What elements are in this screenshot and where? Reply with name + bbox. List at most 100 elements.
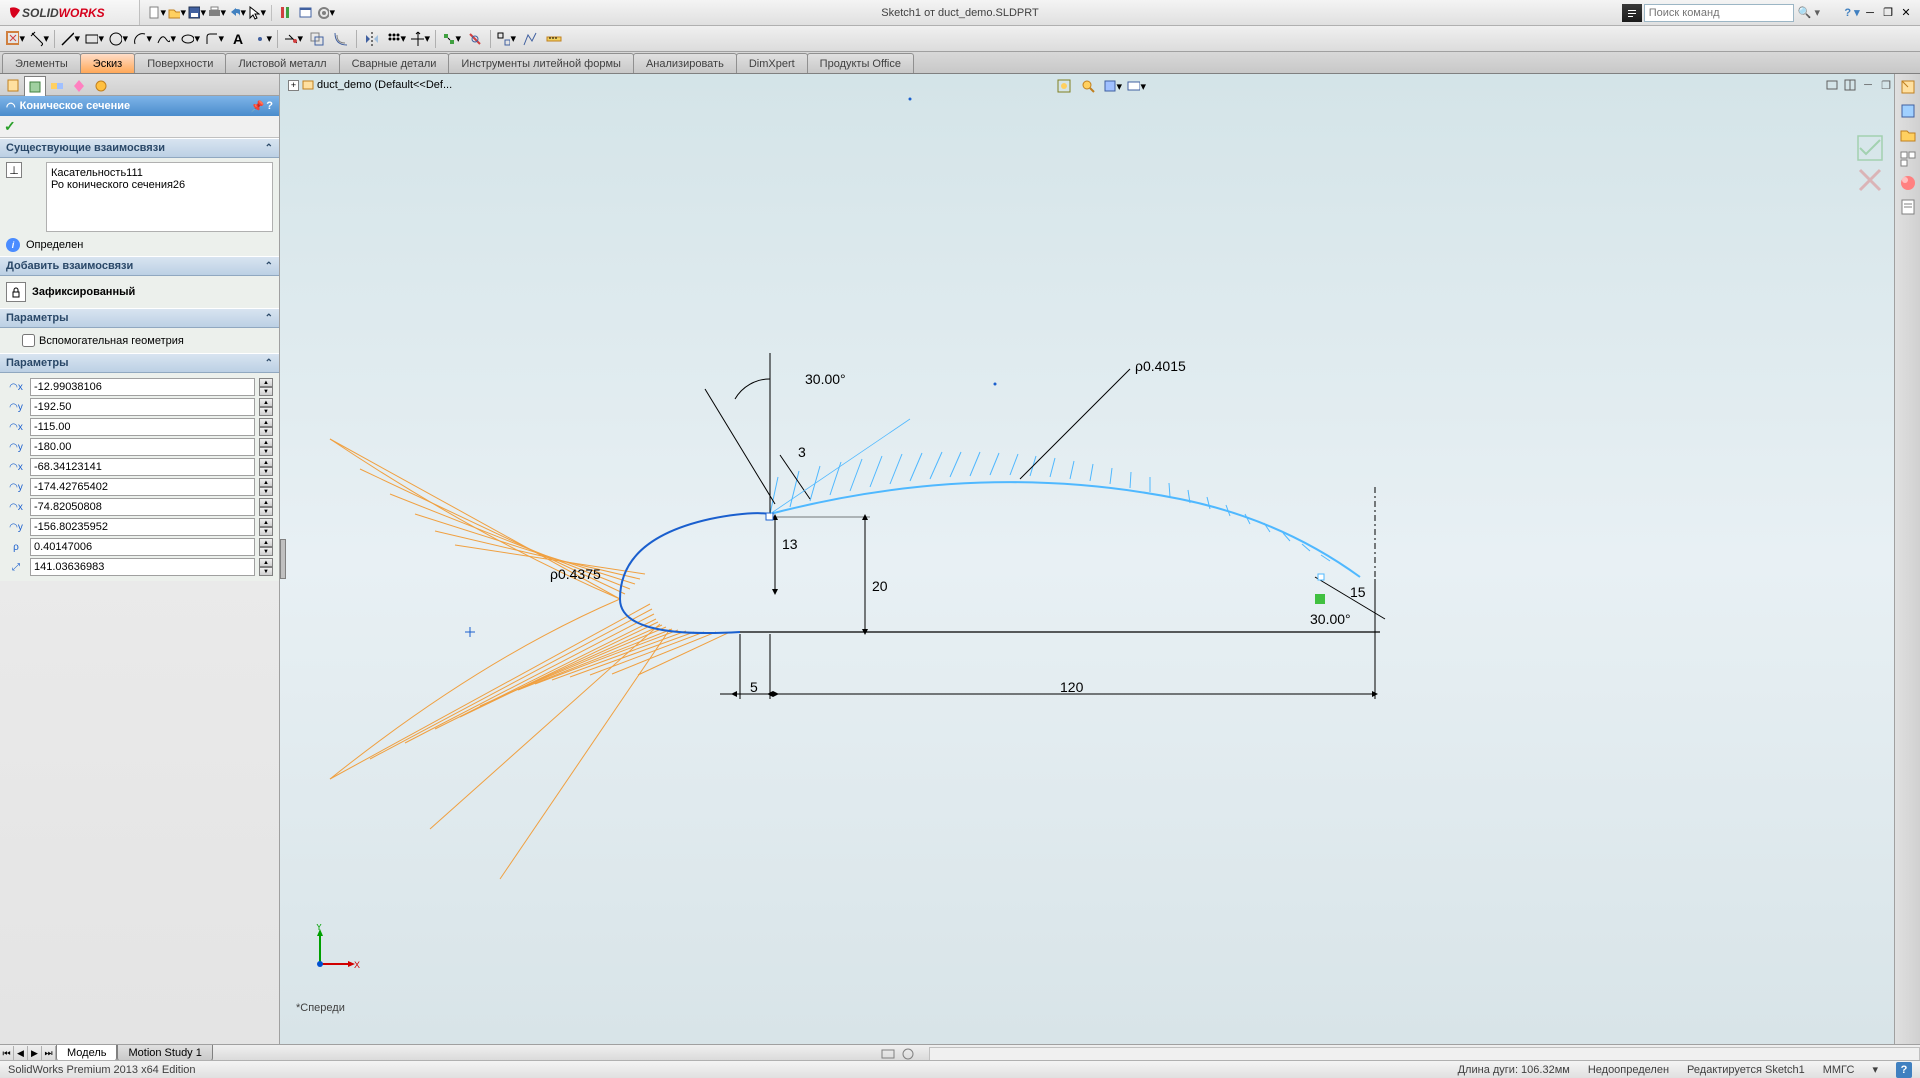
dim-20[interactable]: 20 (872, 578, 888, 594)
dim-angle-top[interactable]: 30.00° (805, 371, 846, 387)
arc-icon[interactable]: ▾ (131, 28, 153, 50)
pattern-icon[interactable]: ▾ (385, 28, 407, 50)
collapse-icon[interactable]: ⌃ (265, 261, 273, 272)
status-units[interactable]: ММГС (1823, 1064, 1855, 1076)
feature-tab[interactable]: Эскиз (80, 53, 135, 73)
ellipse-icon[interactable]: ▾ (179, 28, 201, 50)
relation-item[interactable]: Ро конического сечения26 (51, 179, 268, 191)
relation-item[interactable]: Касательность111 (51, 167, 268, 179)
collapse-icon[interactable]: ⌃ (265, 358, 273, 369)
feature-tab[interactable]: Сварные детали (339, 53, 450, 73)
save-icon[interactable]: ▾ (188, 4, 206, 22)
spin-up-icon[interactable]: ▲ (259, 418, 273, 427)
graphics-viewport[interactable]: + duct_demo (Default<<Def... ▾ ▾ ─ ❐ ✕ (280, 74, 1920, 1044)
undo-icon[interactable]: ▾ (228, 4, 246, 22)
pm-params2-header[interactable]: Параметры ⌃ (0, 353, 279, 373)
bt-icon-2[interactable] (901, 1047, 915, 1061)
spin-up-icon[interactable]: ▲ (259, 498, 273, 507)
convert-icon[interactable] (306, 28, 328, 50)
rebuild-icon[interactable] (277, 4, 295, 22)
pm-help-icon[interactable]: ? (266, 100, 273, 113)
pm-add-relations-header[interactable]: Добавить взаимосвязи ⌃ (0, 256, 279, 276)
fixed-relation-row[interactable]: Зафиксированный (6, 280, 273, 304)
point-icon[interactable]: ▾ (251, 28, 273, 50)
pm-ok-icon[interactable]: ✓ (4, 118, 16, 135)
dim-13[interactable]: 13 (782, 536, 798, 552)
param-input[interactable] (30, 478, 255, 496)
spin-up-icon[interactable]: ▲ (259, 378, 273, 387)
spin-up-icon[interactable]: ▲ (259, 538, 273, 547)
param-input[interactable] (30, 378, 255, 396)
sketch-curve-left-top[interactable] (620, 513, 770, 599)
dim-120[interactable]: 120 (1060, 679, 1084, 695)
status-dropdown-icon[interactable]: ▾ (1872, 1063, 1878, 1076)
print-icon[interactable]: ▾ (208, 4, 226, 22)
panel-splitter[interactable] (280, 74, 286, 1044)
repair-icon[interactable] (464, 28, 486, 50)
offset-icon[interactable] (330, 28, 352, 50)
feature-tab[interactable]: Анализировать (633, 53, 737, 73)
dimension-icon[interactable]: ▾ (28, 28, 50, 50)
property-manager-tab[interactable] (24, 76, 46, 96)
spin-up-icon[interactable]: ▲ (259, 558, 273, 567)
spin-down-icon[interactable]: ▼ (259, 407, 273, 416)
dim-5[interactable]: 5 (750, 679, 758, 695)
dim-3[interactable]: 3 (798, 444, 806, 460)
text-icon[interactable]: A (227, 28, 249, 50)
help-icon[interactable]: ? ▾ (1844, 6, 1860, 20)
param-input[interactable] (30, 498, 255, 516)
custom-props-icon[interactable] (1897, 196, 1919, 218)
relation-marker[interactable] (1315, 594, 1325, 604)
appearances-icon[interactable] (1897, 172, 1919, 194)
status-help-icon[interactable]: ? (1896, 1062, 1912, 1078)
move-icon[interactable]: ▾ (409, 28, 431, 50)
quick-snap-icon[interactable]: ▾ (495, 28, 517, 50)
param-input[interactable] (30, 438, 255, 456)
param-input[interactable] (30, 398, 255, 416)
display-tab[interactable] (90, 76, 112, 96)
spin-down-icon[interactable]: ▼ (259, 387, 273, 396)
dimxpert-tab[interactable] (68, 76, 90, 96)
pm-pin-icon[interactable]: 📌 (251, 100, 265, 113)
spin-up-icon[interactable]: ▲ (259, 478, 273, 487)
search-icon[interactable] (1622, 4, 1642, 22)
param-input[interactable] (30, 518, 255, 536)
collapse-icon[interactable]: ⌃ (265, 313, 273, 324)
model-tab[interactable]: Модель (56, 1045, 117, 1062)
param-input[interactable] (30, 558, 255, 576)
pm-relations-header[interactable]: Существующие взаимосвязи ⌃ (0, 138, 279, 158)
trim-icon[interactable]: ▾ (282, 28, 304, 50)
dim-angle-br[interactable]: 30.00° (1310, 611, 1351, 627)
feature-tab[interactable]: Продукты Office (807, 53, 914, 73)
spin-down-icon[interactable]: ▼ (259, 567, 273, 576)
spin-down-icon[interactable]: ▼ (259, 547, 273, 556)
horizontal-scrollbar[interactable] (929, 1047, 1920, 1061)
close-icon[interactable]: ✕ (1898, 6, 1914, 20)
line-icon[interactable]: ▾ (59, 28, 81, 50)
feature-tab[interactable]: DimXpert (736, 53, 808, 73)
view-palette-icon[interactable] (1897, 148, 1919, 170)
sketch-exit-icon[interactable]: ▾ (4, 28, 26, 50)
spin-up-icon[interactable]: ▲ (259, 518, 273, 527)
feature-tab[interactable]: Листовой металл (225, 53, 339, 73)
open-file-icon[interactable]: ▾ (168, 4, 186, 22)
search-dropdown-icon[interactable]: 🔍 ▾ (1798, 6, 1820, 19)
spin-down-icon[interactable]: ▼ (259, 487, 273, 496)
maximize-icon[interactable]: ❐ (1880, 6, 1896, 20)
minimize-icon[interactable]: ─ (1862, 6, 1878, 20)
fillet-icon[interactable]: ▾ (203, 28, 225, 50)
sketch-curve-top[interactable] (770, 482, 1360, 577)
spin-down-icon[interactable]: ▼ (259, 427, 273, 436)
spin-up-icon[interactable]: ▲ (259, 438, 273, 447)
spin-down-icon[interactable]: ▼ (259, 507, 273, 516)
param-input[interactable] (30, 538, 255, 556)
feature-tab[interactable]: Элементы (2, 53, 81, 73)
feature-tab[interactable]: Поверхности (134, 53, 226, 73)
spin-up-icon[interactable]: ▲ (259, 458, 273, 467)
file-explorer-icon[interactable] (1897, 124, 1919, 146)
param-input[interactable] (30, 418, 255, 436)
dim-rho-right[interactable]: ρ0.4015 (1135, 358, 1186, 374)
circle-icon[interactable]: ▾ (107, 28, 129, 50)
relations-display-icon[interactable]: ▾ (440, 28, 462, 50)
measure-icon[interactable] (543, 28, 565, 50)
